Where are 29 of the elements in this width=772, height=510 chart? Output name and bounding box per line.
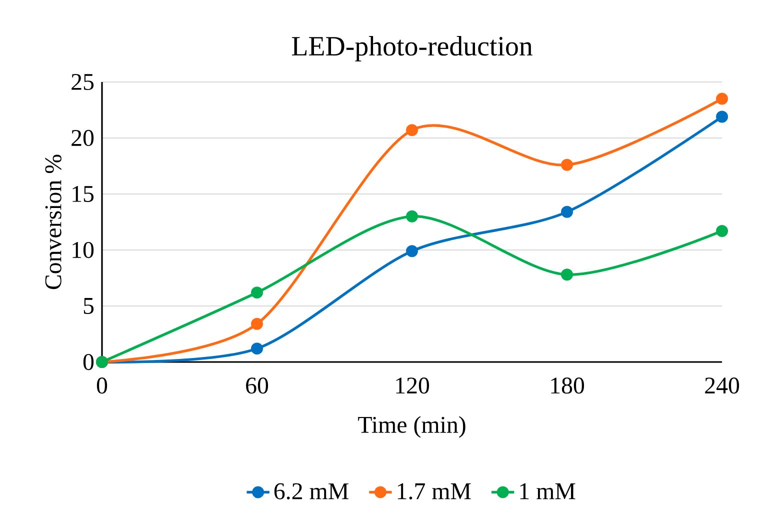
x-tick-label: 180 bbox=[551, 378, 584, 394]
y-axis-title: Conversion % bbox=[45, 154, 62, 290]
x-axis-title: Time (min) bbox=[358, 416, 466, 438]
point bbox=[406, 124, 418, 136]
point bbox=[716, 92, 728, 105]
point bbox=[406, 210, 418, 222]
y-tick-label: 0 bbox=[83, 354, 94, 370]
legend-label: 1 mM bbox=[520, 483, 576, 500]
point bbox=[716, 224, 728, 237]
point bbox=[251, 286, 263, 299]
point bbox=[406, 245, 418, 258]
x-tick-label: 120 bbox=[396, 378, 430, 394]
point bbox=[251, 318, 263, 330]
y-tick-label: 15 bbox=[72, 186, 94, 202]
point bbox=[251, 342, 263, 355]
y-tick-label: 5 bbox=[84, 298, 94, 314]
x-tick-label: 240 bbox=[705, 378, 740, 394]
y-tick-label: 20 bbox=[72, 130, 94, 146]
point bbox=[561, 158, 573, 171]
y-tick-label: 10 bbox=[72, 242, 94, 258]
chart-title: LED-photo-reduction bbox=[292, 36, 532, 62]
point bbox=[561, 268, 573, 281]
y-tick-label: 25 bbox=[72, 74, 94, 90]
x-tick-label: 0 bbox=[96, 378, 108, 394]
point bbox=[716, 110, 728, 123]
legend-label: 1.7 mM bbox=[398, 483, 471, 500]
legend-label: 6.2 mM bbox=[274, 483, 348, 500]
point bbox=[561, 206, 573, 218]
x-tick-label: 60 bbox=[246, 378, 268, 394]
